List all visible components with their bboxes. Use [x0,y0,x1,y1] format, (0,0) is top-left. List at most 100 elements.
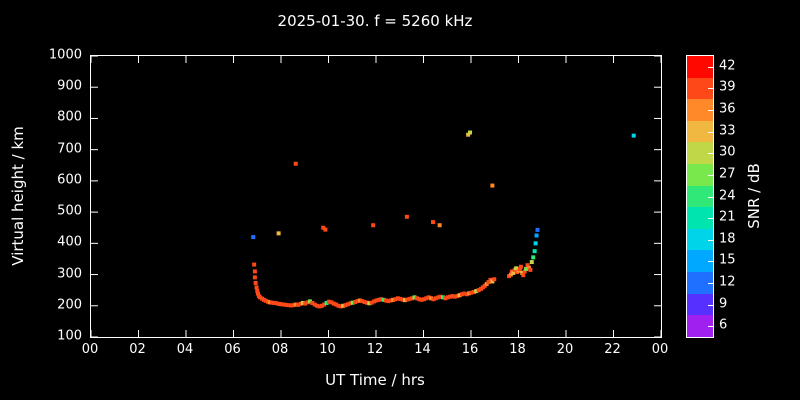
data-point [252,269,257,274]
data-point [452,294,457,299]
data-point [490,183,495,188]
colorbar-band [687,315,713,337]
data-point [334,302,339,307]
data-point [404,214,409,219]
data-point [296,302,301,307]
y-tick-label: 300 [57,266,82,282]
data-point [424,296,429,301]
y-tick-label: 100 [57,328,82,344]
data-point [267,300,272,305]
data-point [467,291,472,296]
x-tick-label: 12 [366,342,384,357]
data-point [362,300,367,305]
colorbar-tick-label: 15 [719,252,736,268]
colorbar-tick-mark [708,218,713,220]
data-point [448,294,453,299]
data-point [310,300,315,305]
x-tick-label: 14 [414,342,431,357]
x-tick-label: 18 [509,342,526,357]
data-point [462,291,467,296]
data-point [367,301,372,306]
data-point [518,264,523,269]
data-point [298,301,303,306]
data-point [431,297,436,302]
data-point [331,301,336,306]
colorbar-tick-label: 36 [719,101,736,117]
data-point [520,270,525,275]
data-point [429,296,434,301]
data-point [348,301,353,306]
colorbar-tick-label: 27 [719,166,736,182]
data-point [252,275,257,280]
data-point [307,299,312,304]
colorbar-tick-mark [708,88,713,90]
data-point [395,296,400,301]
data-point [522,269,527,274]
data-point [383,298,388,303]
data-point [405,297,410,302]
data-point [293,161,298,166]
data-point [521,273,526,278]
colorbar-tick-mark [708,110,713,112]
x-tick-label: 02 [129,342,146,357]
colorbar-tick-label: 24 [719,188,736,203]
colorbar-tick-mark [708,174,713,176]
x-tick-label: 06 [224,342,241,357]
data-point [253,280,258,285]
colorbar-band [687,228,713,251]
data-point [251,235,256,240]
colorbar-tick-label: 39 [719,79,736,95]
colorbar-tick-mark [708,196,713,198]
data-point [329,300,334,305]
colorbar-tick-mark [708,326,713,328]
data-point [455,294,460,299]
x-tick-label: 10 [319,342,336,357]
colorbar-tick-label: 6 [719,317,728,333]
data-point [291,303,296,308]
data-point [319,303,324,308]
data-point [414,296,419,301]
data-point [326,299,331,304]
colorbar-band [687,207,713,229]
data-point [421,297,426,302]
colorbar-tick-label: 30 [719,144,736,160]
data-point [440,295,445,300]
colorbar-band [687,272,713,294]
colorbar-band [687,120,713,143]
data-point [279,302,283,307]
colorbar-tick-mark [708,239,713,241]
data-point [471,290,476,295]
y-tick-label: 200 [57,297,82,313]
data-point [315,303,320,308]
data-point [450,294,455,299]
data-point [402,298,407,303]
data-point [476,288,481,293]
colorbar-tick-mark [708,66,713,68]
data-point [372,299,377,304]
data-point [303,301,308,306]
data-point [517,266,522,271]
data-point [324,300,329,305]
data-point [532,249,537,254]
data-point [400,297,405,302]
data-point [322,302,327,307]
data-point [426,295,431,300]
data-point [381,297,386,302]
colorbar-band [687,185,713,208]
data-point [528,267,533,272]
colorbar-tick-label: 18 [719,231,736,247]
data-point [492,277,497,282]
chart-title: 2025-01-30. f = 5260 kHz [277,12,473,30]
colorbar-band [687,99,713,121]
colorbar [686,55,714,338]
data-point [524,266,529,271]
data-point [281,302,286,307]
data-point [438,294,443,299]
data-point [431,220,435,225]
data-point [398,296,403,301]
data-point [391,297,396,302]
data-point [514,266,519,271]
data-point [490,279,495,284]
data-point [631,133,636,138]
